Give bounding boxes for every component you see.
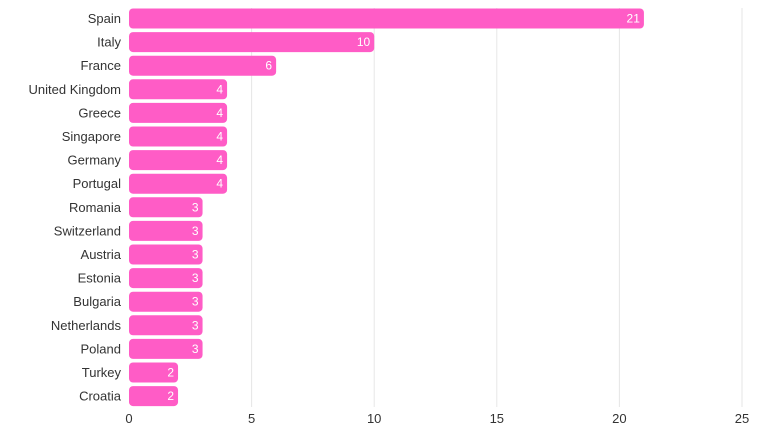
bar [129,386,179,407]
value-label: 3 [192,342,199,356]
category-label: Estonia [78,271,122,286]
value-label: 4 [216,153,223,167]
gridlines [251,8,743,407]
value-label: 10 [357,35,371,49]
x-tick-label: 20 [612,411,626,426]
bar [129,8,644,29]
category-label: Austria [81,247,122,262]
value-label: 2 [167,366,174,380]
x-tick-label: 10 [367,411,381,426]
value-label: 3 [192,200,199,214]
category-label: Italy [97,35,121,50]
category-label: Switzerland [54,223,121,238]
value-label: 3 [192,295,199,309]
bars: 21 10 6 4 4 4 4 4 3 3 3 3 3 3 3 2 2 [129,8,644,407]
bar [129,173,228,194]
bar [129,150,228,171]
category-label: Greece [78,105,121,120]
category-label: Poland [81,341,121,356]
bar [129,32,375,53]
bar [129,244,203,265]
value-label: 21 [627,12,641,26]
bar [129,79,228,100]
category-label: Singapore [62,129,121,144]
category-label: Germany [68,153,122,168]
value-label: 6 [265,59,272,73]
value-label: 3 [192,248,199,262]
bar [129,315,203,336]
category-labels: Spain Italy France United Kingdom Greece Sing… [29,11,122,404]
category-label: Bulgaria [73,294,121,309]
value-label: 4 [216,82,223,96]
x-tick-label: 15 [490,411,504,426]
category-label: United Kingdom [29,82,122,97]
x-axis-tick-labels: 0 5 10 15 20 25 [125,411,749,426]
bar [129,268,203,289]
value-label: 3 [192,224,199,238]
bar [129,126,228,147]
category-label: France [81,58,121,73]
bar [129,220,203,241]
bar [129,362,179,383]
value-label: 4 [216,106,223,120]
bar [129,291,203,312]
category-label: Spain [88,11,121,26]
x-tick-label: 0 [125,411,132,426]
value-label: 2 [167,389,174,403]
x-tick-label: 25 [735,411,749,426]
category-label: Romania [69,200,122,215]
x-tick-label: 5 [248,411,255,426]
value-label: 3 [192,271,199,285]
value-label: 3 [192,318,199,332]
bar [129,102,228,123]
value-label: 4 [216,130,223,144]
category-label: Portugal [73,176,122,191]
bar [129,338,203,359]
category-label: Turkey [82,365,122,380]
value-label: 4 [216,177,223,191]
bar [129,55,277,76]
category-label: Netherlands [51,318,122,333]
category-label: Croatia [79,389,122,404]
bar [129,197,203,218]
